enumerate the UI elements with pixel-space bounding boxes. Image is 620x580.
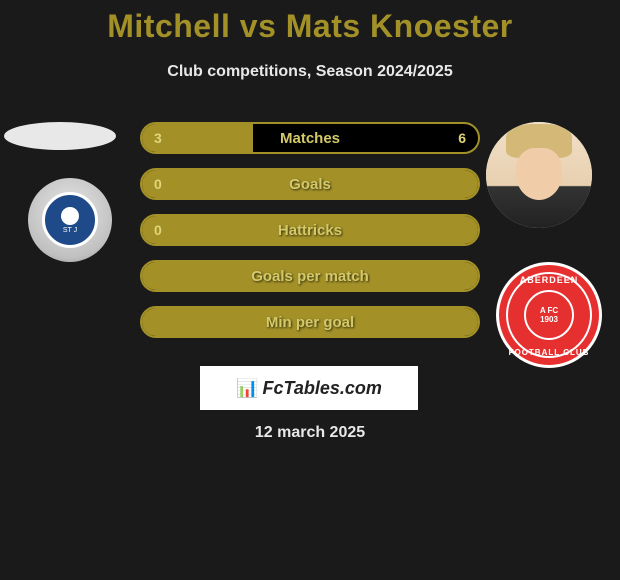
- stats-container: Matches36Goals0Hattricks0Goals per match…: [140, 122, 480, 352]
- stat-value-left: 0: [154, 170, 162, 198]
- stat-label: Min per goal: [142, 308, 478, 336]
- stat-row: Goals per match: [140, 260, 480, 292]
- stat-label: Matches: [142, 124, 478, 152]
- source-logo: 📊 FcTables.com: [200, 366, 418, 410]
- stat-label: Goals per match: [142, 262, 478, 290]
- stat-row: Hattricks0: [140, 214, 480, 246]
- right-club-crest: ABERDEEN A FC 1903 FOOTBALL CLUB: [496, 262, 602, 368]
- page-title: Mitchell vs Mats Knoester: [0, 0, 620, 45]
- left-player-avatar: [4, 122, 116, 150]
- source-logo-text: FcTables.com: [263, 378, 382, 399]
- chart-icon: 📊: [236, 378, 258, 399]
- stat-row: Matches3 6: [140, 122, 480, 154]
- stat-label: Goals: [142, 170, 478, 198]
- stat-label: Hattricks: [142, 216, 478, 244]
- right-club-bot: FOOTBALL CLUB: [509, 348, 590, 357]
- subtitle: Club competitions, Season 2024/2025: [0, 63, 620, 81]
- stat-row: Min per goal: [140, 306, 480, 338]
- left-club-initials: ST J: [63, 227, 77, 234]
- stat-value-right: 6: [458, 124, 466, 152]
- stat-row: Goals0: [140, 168, 480, 200]
- date-label: 12 march 2025: [0, 424, 620, 442]
- left-club-crest: ST J: [28, 178, 112, 262]
- right-player-avatar: [486, 122, 592, 228]
- stat-value-left: 3: [154, 124, 162, 152]
- right-club-top: ABERDEEN: [520, 275, 579, 285]
- stat-value-left: 0: [154, 216, 162, 244]
